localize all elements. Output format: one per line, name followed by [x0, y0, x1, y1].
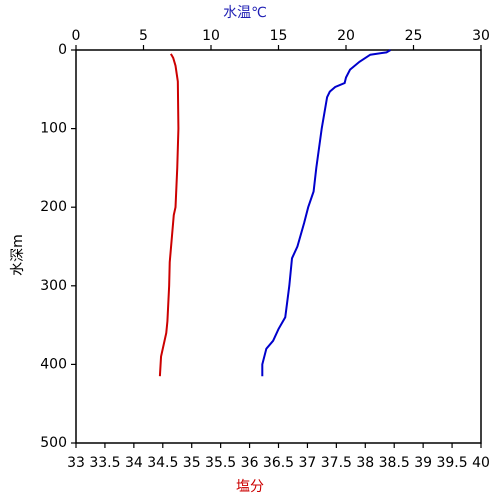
x-tick-label: 40: [472, 455, 490, 471]
y-tick-label: 500: [40, 435, 67, 451]
x2-tick-label: 10: [202, 28, 220, 44]
x-tick-label: 33.5: [89, 455, 120, 471]
x2-tick-label: 15: [270, 28, 288, 44]
x-tick-label: 36.5: [263, 455, 294, 471]
x-tick-label: 38.5: [379, 455, 410, 471]
x-axis-title: 塩分: [236, 479, 264, 495]
x2-tick-label: 25: [405, 28, 423, 44]
x-tick-label: 36: [241, 455, 259, 471]
plot-frame: [75, 49, 482, 444]
y-tick-label: 200: [40, 199, 67, 215]
profile-line: [158, 53, 180, 377]
y-tick-label: 100: [40, 121, 67, 137]
x2-tick-label: 5: [139, 28, 148, 44]
profile-line: [261, 49, 392, 377]
x-tick-label: 37: [299, 455, 317, 471]
x-tick-label: 35.5: [205, 455, 236, 471]
x-tick-label: 39: [414, 455, 432, 471]
x-tick-label: 34: [125, 455, 143, 471]
x-tick-label: 35: [183, 455, 201, 471]
y-tick-label: 400: [40, 356, 67, 372]
x-tick-label: 39.5: [436, 455, 467, 471]
y-axis-title: 水深m: [10, 234, 26, 276]
x2-axis-title: 水温℃: [223, 5, 267, 21]
x2-tick-label: 0: [72, 28, 81, 44]
x-tick-label: 33: [67, 455, 85, 471]
x-tick-label: 37.5: [321, 455, 352, 471]
y-tick-label: 300: [40, 278, 67, 294]
x-tick-label: 38: [356, 455, 374, 471]
x2-tick-label: 30: [472, 28, 490, 44]
x-tick-label: 34.5: [147, 455, 178, 471]
x2-tick-label: 20: [337, 28, 355, 44]
y-tick-label: 0: [58, 42, 67, 58]
